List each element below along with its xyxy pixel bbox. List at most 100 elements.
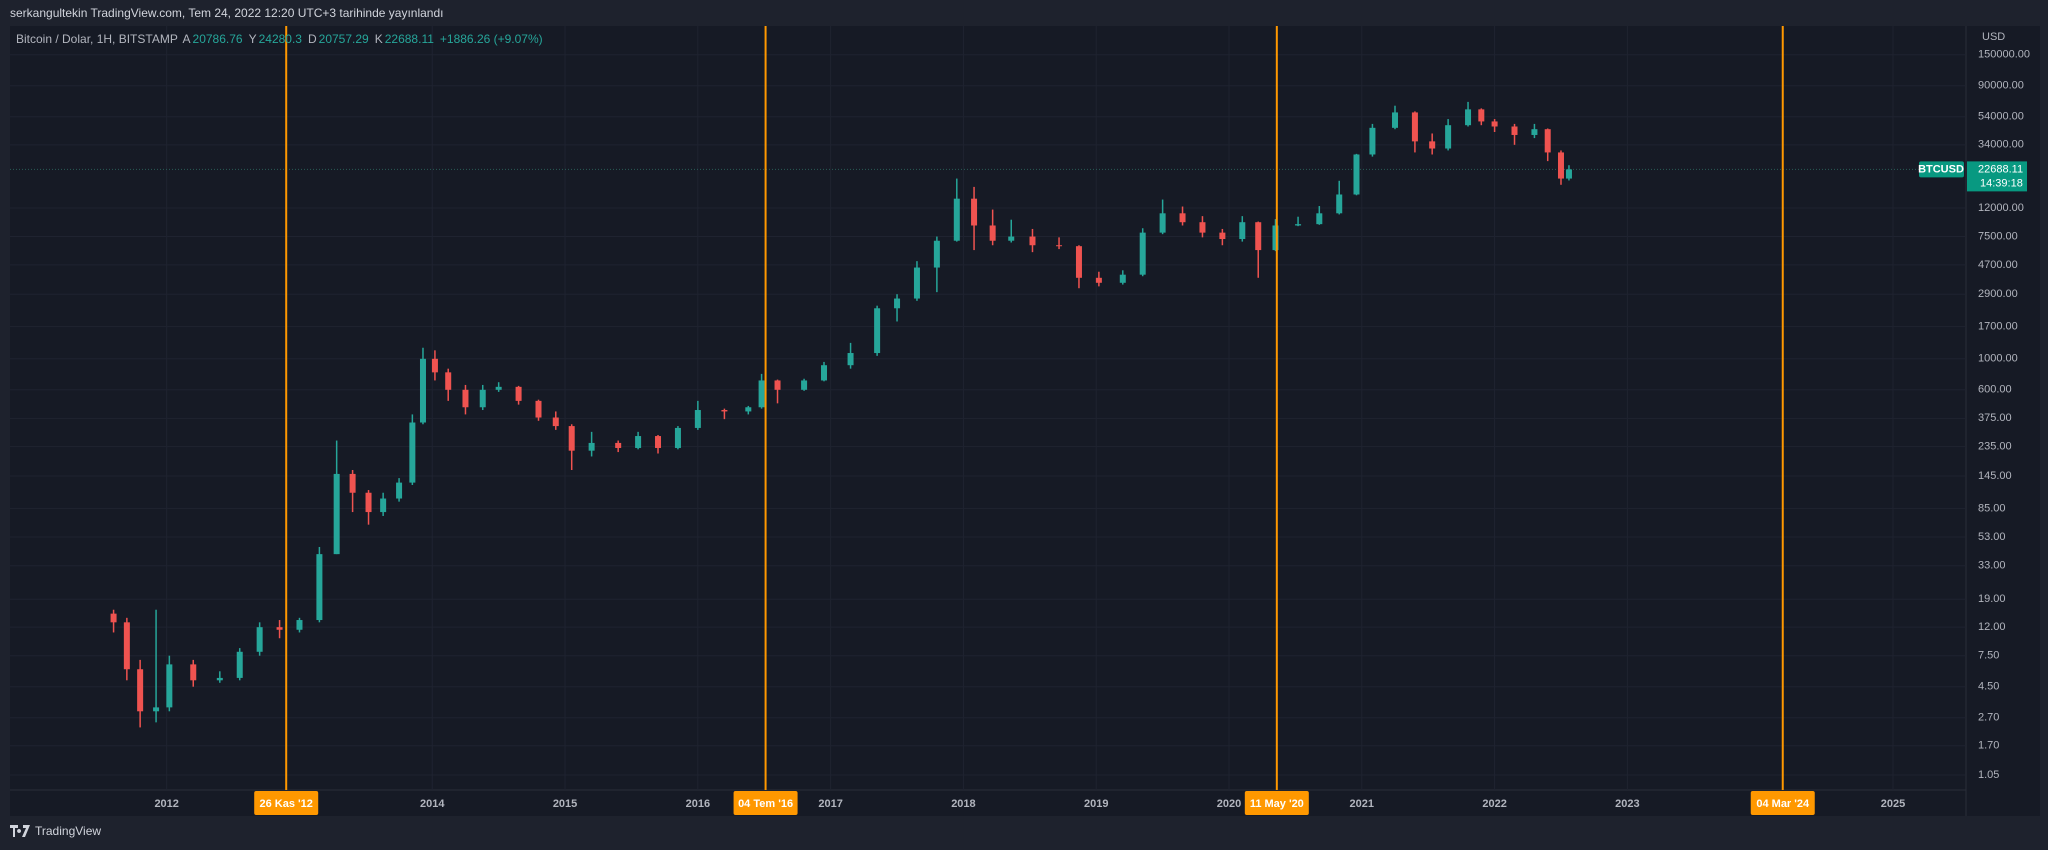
candle-body (166, 664, 173, 708)
candle-body (1392, 112, 1399, 128)
symbol-legend: Bitcoin / Dolar, 1H, BITSTAMP A 20786.76 Y… (16, 32, 549, 46)
candle-body (913, 267, 920, 299)
candle-body (933, 240, 940, 268)
candle-body (1219, 232, 1226, 240)
candle-body (1531, 129, 1538, 135)
y-tick-label: 12.00 (1978, 621, 2006, 633)
candle-body (445, 372, 452, 390)
y-tick-label: 12000.00 (1978, 202, 2024, 214)
candle-body (190, 664, 197, 681)
candle-body (1478, 109, 1485, 122)
y-tick-label: 34000.00 (1978, 139, 2024, 151)
ohlc-label: K (374, 32, 383, 46)
x-tick-label: 2020 (1217, 798, 1241, 810)
x-tick-label: 2022 (1482, 798, 1506, 810)
y-tick-label: 4700.00 (1978, 259, 2018, 271)
change: +1886.26 (+9.07%) (439, 32, 543, 46)
event-label-box (1244, 791, 1309, 815)
candle-body (989, 225, 996, 241)
ohlc-label: Y (248, 32, 257, 46)
candle-body (801, 380, 808, 390)
y-tick-label: 1000.00 (1978, 353, 2018, 365)
candle-body (1511, 126, 1518, 135)
price-tag-box (1967, 161, 2027, 192)
price-tag-countdown: 14:39:18 (1980, 177, 2023, 189)
x-tick-label: 2012 (154, 798, 178, 810)
candle-body (552, 417, 559, 427)
y-tick-label: 600.00 (1978, 384, 2012, 396)
y-tick-label: 19.00 (1978, 593, 2006, 605)
x-tick-label: 2023 (1615, 798, 1639, 810)
candle-body (515, 386, 522, 401)
candle-body (615, 442, 622, 448)
x-tick-label: 2016 (686, 798, 710, 810)
chart-panel (10, 26, 2040, 816)
publish-bar: serkangultekin TradingView.com, Tem 24, … (0, 0, 2048, 26)
y-tick-label: 1700.00 (1978, 321, 2018, 333)
ohlc-value: 20757.29 (318, 32, 369, 46)
candle-body (821, 365, 828, 381)
y-tick-label: 150000.00 (1978, 49, 2030, 61)
candle-body (1008, 236, 1015, 241)
candle-body (1369, 127, 1376, 155)
candle-body (1255, 222, 1262, 251)
candle-body (419, 358, 426, 423)
candle-body (296, 620, 303, 630)
y-tick-label: 4.50 (1978, 681, 1999, 693)
y-tick-label: 1.70 (1978, 740, 1999, 752)
currency-label: USD (1982, 31, 2005, 43)
x-tick-label: 2017 (818, 798, 842, 810)
candle-body (276, 627, 283, 630)
candle-body (1272, 225, 1279, 251)
candle-body (479, 389, 486, 408)
y-tick-label: 53.00 (1978, 531, 2006, 543)
candle-body (1119, 274, 1126, 283)
candle-body (535, 400, 542, 418)
event-label: 11 May '20 (1250, 798, 1304, 810)
candle-body (1139, 232, 1146, 275)
candle-body (216, 677, 223, 681)
x-tick-label: 2019 (1084, 798, 1108, 810)
event-label: 26 Kas '12 (260, 798, 313, 810)
candle-body (745, 407, 752, 412)
event-label-box (1750, 791, 1815, 815)
price-tag-name: BTCUSD (1918, 163, 1964, 175)
footer-brand: TradingView (35, 824, 102, 838)
candle-body (847, 353, 854, 366)
y-tick-label: 235.00 (1978, 441, 2012, 453)
y-tick-label: 54000.00 (1978, 111, 2024, 123)
candle-body (1544, 129, 1551, 153)
candle-body (1199, 222, 1206, 233)
candle-body (137, 669, 144, 712)
candle-body (1429, 141, 1436, 149)
candle-body (1316, 213, 1323, 225)
event-label: 04 Mar '24 (1756, 798, 1810, 810)
candle-body (1095, 277, 1102, 283)
y-tick-label: 375.00 (1978, 412, 2012, 424)
candle-body (333, 473, 340, 555)
y-tick-label: 33.00 (1978, 560, 2006, 572)
y-tick-label: 7.50 (1978, 650, 1999, 662)
x-tick-label: 2018 (951, 798, 975, 810)
candle-body (236, 651, 243, 678)
candle-body (758, 380, 765, 408)
candle-body (874, 308, 881, 354)
candle-body (1239, 222, 1246, 240)
candle-body (153, 707, 160, 712)
candle-body (256, 627, 263, 652)
candle-body (495, 386, 502, 390)
ohlc-value: 24280.3 (258, 32, 302, 46)
candle-body (1029, 236, 1036, 246)
candle-body (1465, 109, 1472, 126)
candle-body (953, 198, 960, 241)
candle-body (971, 198, 978, 226)
candle-body (1056, 245, 1063, 247)
candle-body (568, 426, 575, 451)
y-tick-label: 1.05 (1978, 769, 1999, 781)
candle-body (1445, 125, 1452, 149)
candle-body (110, 613, 117, 623)
candle-body (774, 380, 781, 390)
y-tick-label: 2900.00 (1978, 288, 2018, 300)
candle-body (1075, 246, 1082, 278)
